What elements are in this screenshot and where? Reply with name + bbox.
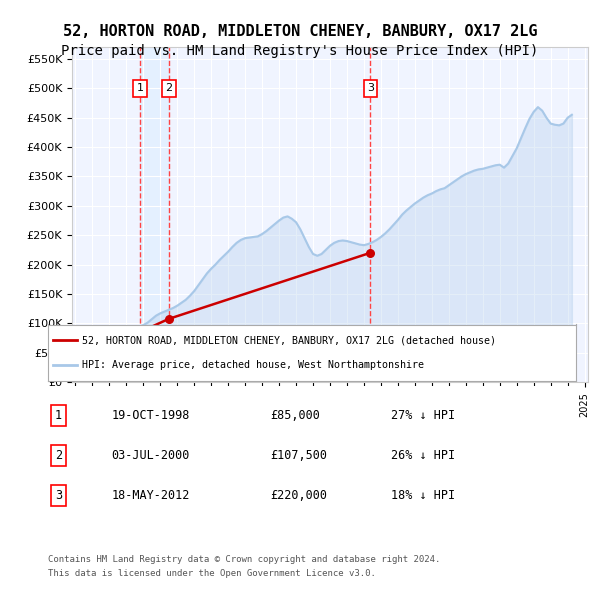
Text: 19-OCT-1998: 19-OCT-1998 — [112, 409, 190, 422]
Text: 2: 2 — [55, 449, 62, 462]
Text: 18-MAY-2012: 18-MAY-2012 — [112, 489, 190, 502]
Text: 3: 3 — [55, 489, 62, 502]
Point — [365, 248, 375, 257]
Text: 03-JUL-2000: 03-JUL-2000 — [112, 449, 190, 462]
Text: This data is licensed under the Open Government Licence v3.0.: This data is licensed under the Open Gov… — [48, 569, 376, 578]
Text: 52, HORTON ROAD, MIDDLETON CHENEY, BANBURY, OX17 2LG: 52, HORTON ROAD, MIDDLETON CHENEY, BANBU… — [63, 24, 537, 38]
Bar — [140, 47, 169, 382]
Text: 2: 2 — [165, 83, 172, 93]
Point — [164, 314, 173, 323]
Text: Price paid vs. HM Land Registry's House Price Index (HPI): Price paid vs. HM Land Registry's House … — [61, 44, 539, 58]
Text: 1: 1 — [55, 409, 62, 422]
Text: 27% ↓ HPI: 27% ↓ HPI — [391, 409, 455, 422]
Text: 52, HORTON ROAD, MIDDLETON CHENEY, BANBURY, OX17 2LG (detached house): 52, HORTON ROAD, MIDDLETON CHENEY, BANBU… — [82, 335, 496, 345]
Text: £85,000: £85,000 — [270, 409, 320, 422]
Point — [135, 327, 145, 337]
Text: 3: 3 — [367, 83, 374, 93]
Text: 26% ↓ HPI: 26% ↓ HPI — [391, 449, 455, 462]
Text: HPI: Average price, detached house, West Northamptonshire: HPI: Average price, detached house, West… — [82, 360, 424, 370]
Text: 1: 1 — [136, 83, 143, 93]
Text: 18% ↓ HPI: 18% ↓ HPI — [391, 489, 455, 502]
Text: Contains HM Land Registry data © Crown copyright and database right 2024.: Contains HM Land Registry data © Crown c… — [48, 555, 440, 563]
Text: £220,000: £220,000 — [270, 489, 327, 502]
Text: £107,500: £107,500 — [270, 449, 327, 462]
